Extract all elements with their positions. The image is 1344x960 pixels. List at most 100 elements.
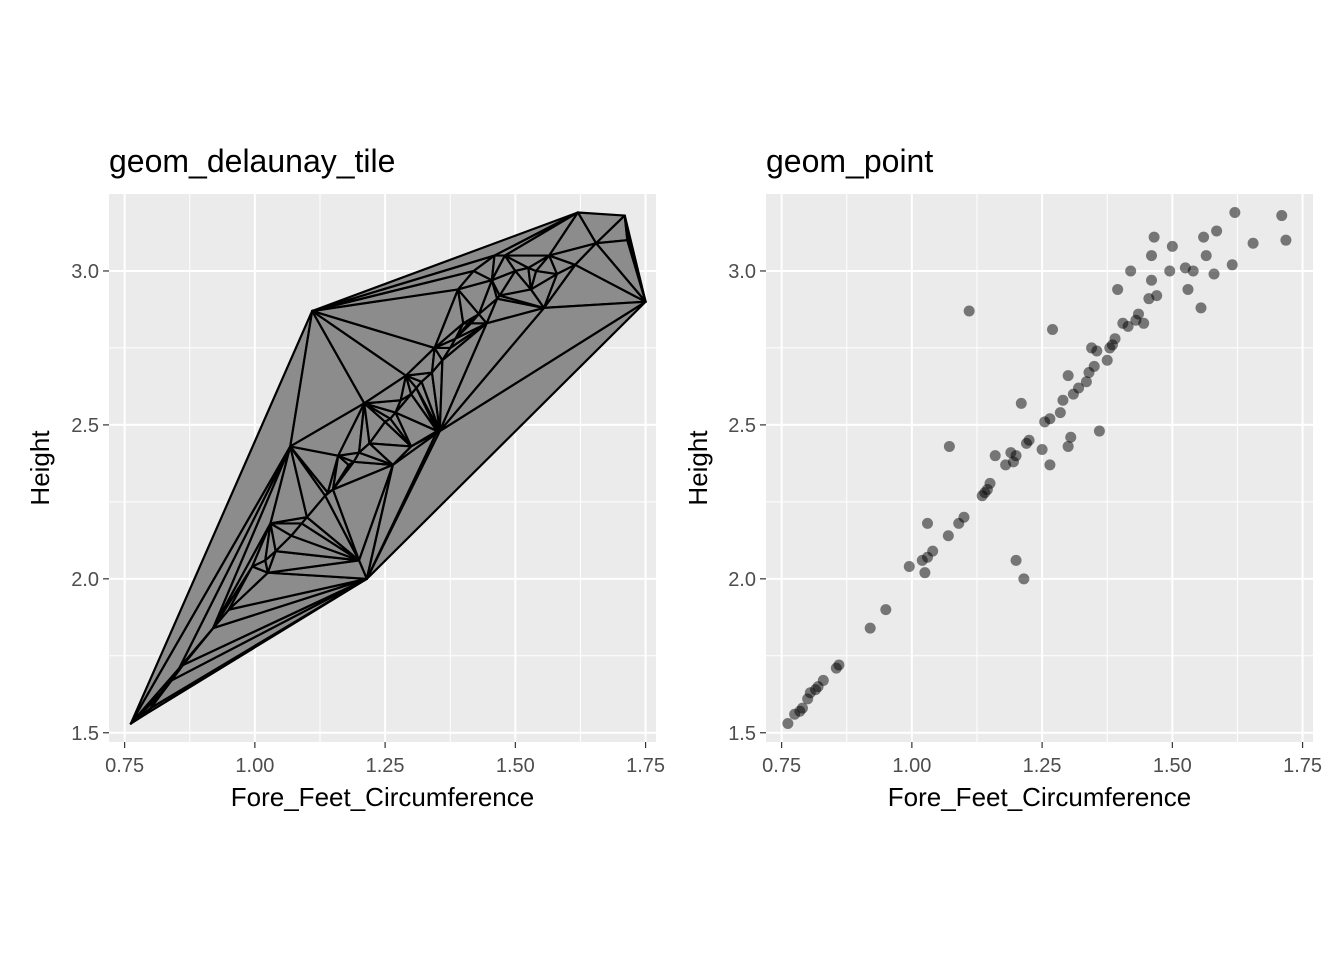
delaunay-triangle xyxy=(438,306,546,433)
scatter-point xyxy=(1146,250,1158,262)
delaunay-chart: geom_delaunay_tile 0.75 1.00 1.25 1.50 1.75 1… xyxy=(25,143,665,812)
delaunay-mesh xyxy=(129,211,647,725)
scatter-point xyxy=(943,440,955,452)
delaunay-triangle xyxy=(178,626,215,670)
grid-lines xyxy=(766,194,1313,742)
x-axis-title: Fore_Feet_Circumference xyxy=(888,782,1191,812)
scatter-point xyxy=(942,530,954,542)
chart-title: geom_point xyxy=(766,143,933,179)
scatter-point xyxy=(1091,345,1103,357)
scatter-point xyxy=(1010,554,1022,566)
x-tick-label: 1.50 xyxy=(1153,755,1192,777)
delaunay-triangle xyxy=(626,239,647,303)
scatter-point xyxy=(1080,376,1092,388)
x-tick-label: 0.75 xyxy=(762,755,801,777)
x-tick-label: 1.00 xyxy=(892,755,931,777)
scatter-point xyxy=(984,477,996,489)
scatter-point xyxy=(1146,274,1158,286)
chart-title: geom_delaunay_tile xyxy=(109,143,395,179)
scatter-point xyxy=(1198,231,1210,243)
y-tick-label: 3.0 xyxy=(728,261,756,283)
scatter-point xyxy=(817,674,829,686)
scatter-point xyxy=(833,659,845,671)
axis-ticks: 0.75 1.00 1.25 1.50 1.75 1.5 2.0 2.5 3.0 xyxy=(728,261,1322,777)
y-tick-label: 3.0 xyxy=(71,261,99,283)
delaunay-triangle xyxy=(391,429,441,467)
scatter-point xyxy=(1036,444,1048,456)
scatter-point xyxy=(1062,370,1074,382)
x-tick-label: 1.75 xyxy=(1283,755,1322,777)
scatter-point xyxy=(1015,397,1027,409)
y-tick-label: 1.5 xyxy=(728,723,756,745)
scatter-point xyxy=(1044,413,1056,425)
y-tick-label: 2.0 xyxy=(728,569,756,591)
scatter-point xyxy=(1101,354,1113,366)
scatter-point xyxy=(864,622,876,634)
scatter-point xyxy=(1182,283,1194,295)
scatter-point xyxy=(1018,573,1030,585)
scatter-point xyxy=(1211,225,1223,237)
scatter-point xyxy=(1054,407,1066,419)
y-tick-label: 2.5 xyxy=(728,415,756,437)
delaunay-triangle xyxy=(456,279,493,316)
scatter-point xyxy=(1148,231,1160,243)
scatter-point xyxy=(1280,234,1292,246)
scatter-point xyxy=(919,567,931,579)
x-tick-label: 0.75 xyxy=(105,755,144,777)
scatter-point xyxy=(1125,265,1137,277)
x-axis-title: Fore_Feet_Circumference xyxy=(231,782,534,812)
scatter-point xyxy=(1073,382,1085,394)
y-axis-title: Height xyxy=(25,430,55,506)
scatter-point xyxy=(1062,440,1074,452)
scatter-points xyxy=(782,206,1292,730)
scatter-point xyxy=(963,305,975,317)
y-tick-label: 2.0 xyxy=(71,569,99,591)
scatter-point xyxy=(1047,323,1059,335)
plot-panel-background xyxy=(766,194,1313,742)
delaunay-triangle xyxy=(542,263,577,310)
scatter-point xyxy=(1065,431,1077,443)
x-tick-label: 1.25 xyxy=(1023,755,1062,777)
scatter-chart: geom_point 0.75 1.00 1.25 1.50 1.75 1.5 2.0 2.5… xyxy=(683,143,1322,812)
scatter-point xyxy=(1023,434,1035,446)
scatter-point xyxy=(796,702,808,714)
scatter-point xyxy=(903,561,915,573)
x-tick-label: 1.25 xyxy=(366,755,405,777)
y-axis-title: Height xyxy=(683,430,713,506)
x-tick-label: 1.00 xyxy=(235,755,274,777)
scatter-point xyxy=(1010,450,1022,462)
scatter-point xyxy=(1276,210,1288,222)
scatter-point xyxy=(1112,283,1124,295)
scatter-point xyxy=(921,517,933,529)
scatter-point xyxy=(880,604,892,616)
scatter-point xyxy=(1164,265,1176,277)
scatter-point xyxy=(1200,250,1212,262)
scatter-point xyxy=(1122,320,1134,332)
y-tick-label: 1.5 xyxy=(71,723,99,745)
scatter-point xyxy=(1166,240,1178,252)
delaunay-triangle xyxy=(574,242,647,303)
scatter-point xyxy=(782,718,794,730)
x-tick-label: 1.50 xyxy=(496,755,535,777)
scatter-point xyxy=(1195,302,1207,314)
scatter-point xyxy=(1151,290,1163,302)
scatter-point xyxy=(1226,259,1238,271)
scatter-point xyxy=(1109,333,1121,345)
scatter-point xyxy=(927,545,939,557)
scatter-point xyxy=(1247,237,1259,249)
axis-ticks: 0.75 1.00 1.25 1.50 1.75 1.5 2.0 2.5 3.0 xyxy=(71,261,665,777)
scatter-point xyxy=(1187,265,1199,277)
scatter-point xyxy=(1088,360,1100,372)
scatter-point xyxy=(1138,317,1150,329)
x-tick-label: 1.75 xyxy=(626,755,665,777)
scatter-point xyxy=(1208,268,1220,280)
scatter-point xyxy=(1044,459,1056,471)
scatter-point xyxy=(1057,394,1069,406)
scatter-point xyxy=(1093,425,1105,437)
y-tick-label: 2.5 xyxy=(71,415,99,437)
scatter-point xyxy=(1229,206,1241,218)
scatter-point xyxy=(958,511,970,523)
scatter-point xyxy=(989,450,1001,462)
scatter-point xyxy=(1132,308,1144,320)
